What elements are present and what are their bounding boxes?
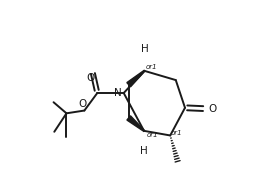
Text: O: O xyxy=(78,99,87,108)
Text: O: O xyxy=(86,73,95,83)
Text: H: H xyxy=(140,146,148,156)
Text: or1: or1 xyxy=(145,64,157,70)
Polygon shape xyxy=(127,70,145,87)
Text: H: H xyxy=(141,44,148,54)
Text: or1: or1 xyxy=(147,132,158,138)
Text: or1: or1 xyxy=(170,130,182,136)
Polygon shape xyxy=(127,116,144,131)
Text: N: N xyxy=(114,88,122,98)
Text: O: O xyxy=(208,104,216,114)
